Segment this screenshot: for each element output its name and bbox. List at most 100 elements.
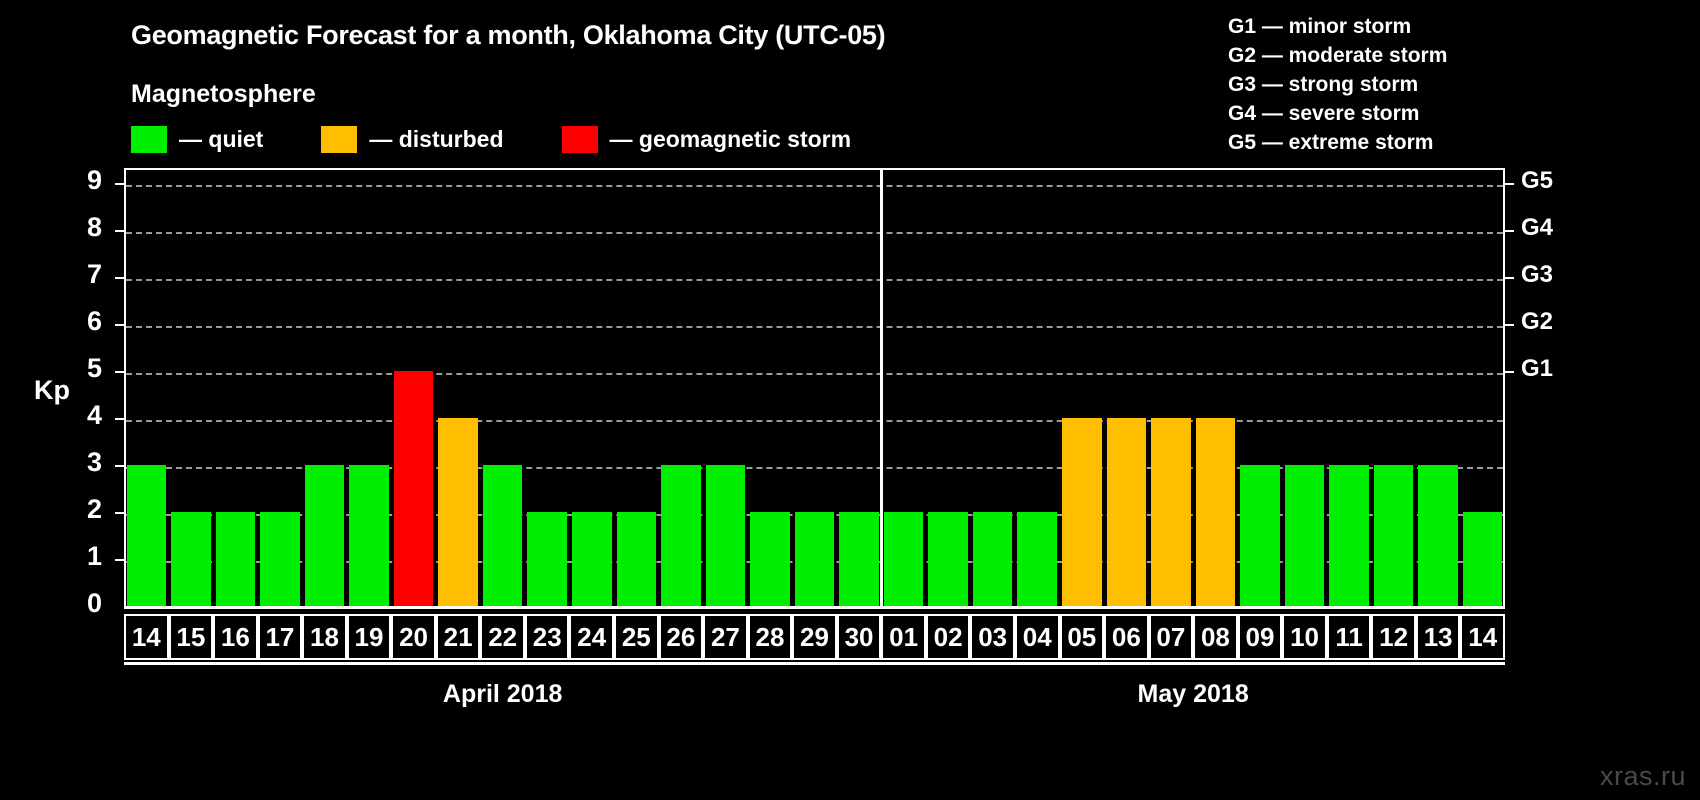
storm-scale-line-5: G5 — extreme storm [1228, 131, 1434, 154]
bar-27-kp-3 [705, 465, 746, 606]
date-label-06: 06 [1104, 614, 1149, 660]
date-label-11: 11 [1326, 614, 1372, 660]
bar-29-kp-2 [794, 512, 835, 606]
g-tick-G5 [1503, 183, 1514, 185]
date-label-20: 20 [391, 614, 436, 660]
date-label-23: 23 [524, 614, 570, 660]
g-label-G5: G5 [1521, 167, 1554, 194]
date-label-04: 04 [1014, 614, 1060, 660]
y-tick-9 [115, 183, 126, 185]
legend: — quiet — disturbed — geomagnetic storm [131, 126, 851, 153]
y-tick-1 [115, 559, 126, 561]
date-label-28: 28 [747, 614, 793, 660]
y-label-4: 4 [86, 400, 102, 430]
month-label-0: April 2018 [442, 680, 563, 708]
gridline-kp-6 [126, 326, 1503, 328]
date-label-18: 18 [302, 614, 347, 660]
date-label-19: 19 [346, 614, 392, 660]
bar-30-kp-2 [839, 512, 879, 606]
bar-11-kp-3 [1329, 465, 1369, 606]
date-label-30: 30 [836, 614, 882, 660]
y-label-6: 6 [86, 306, 102, 336]
storm-scale-line-2: G2 — moderate storm [1228, 44, 1448, 67]
y-label-3: 3 [86, 447, 102, 477]
bar-28-kp-2 [750, 512, 790, 606]
gridline-kp-5 [126, 373, 1503, 375]
g-label-G2: G2 [1521, 308, 1554, 335]
bar-01-kp-2 [883, 512, 924, 606]
date-label-21: 21 [435, 614, 481, 660]
y-label-0: 0 [86, 588, 102, 618]
date-label-12: 12 [1371, 614, 1416, 660]
legend-item-disturbed: — disturbed [321, 126, 504, 153]
g-tick-G2 [1503, 324, 1514, 326]
bar-17-kp-2 [260, 512, 300, 606]
legend-swatch-quiet [131, 126, 167, 153]
legend-label-disturbed: — disturbed [369, 126, 504, 152]
y-tick-4 [115, 418, 126, 420]
bar-05-kp-4 [1062, 418, 1102, 606]
bar-22-kp-3 [482, 465, 523, 606]
month-label-1: May 2018 [1137, 680, 1249, 708]
g-tick-G3 [1503, 277, 1514, 279]
bar-24-kp-2 [571, 512, 612, 606]
g-tick-G4 [1503, 230, 1514, 232]
g-label-G4: G4 [1521, 214, 1554, 241]
bar-14-kp-3 [126, 465, 167, 606]
bar-08-kp-4 [1195, 418, 1236, 606]
y-label-7: 7 [86, 259, 102, 289]
bar-25-kp-2 [616, 512, 657, 606]
gridline-kp-3 [126, 467, 1503, 469]
y-tick-7 [115, 277, 126, 279]
date-label-26: 26 [658, 614, 704, 660]
date-label-15: 15 [168, 614, 214, 660]
date-label-14: 14 [1460, 614, 1505, 660]
watermark: xras.ru [1599, 761, 1686, 791]
date-label-03: 03 [970, 614, 1015, 660]
y-tick-5 [115, 371, 126, 373]
bar-10-kp-3 [1284, 465, 1325, 606]
bar-18-kp-3 [304, 465, 345, 606]
g-label-G3: G3 [1521, 261, 1554, 288]
bar-16-kp-2 [215, 512, 256, 606]
date-label-16: 16 [213, 614, 258, 660]
y-label-5: 5 [86, 353, 102, 383]
date-label-02: 02 [925, 614, 971, 660]
bar-07-kp-4 [1151, 418, 1191, 606]
date-label-29: 29 [792, 614, 837, 660]
gridline-kp-4 [126, 420, 1503, 422]
storm-scale-line-3: G3 — strong storm [1228, 73, 1419, 96]
storm-scale-line-1: G1 — minor storm [1228, 15, 1412, 38]
bar-23-kp-2 [527, 512, 567, 606]
legend-label-quiet: — quiet [179, 126, 264, 152]
magnetosphere-label: Magnetosphere [131, 80, 316, 108]
date-label-13: 13 [1415, 614, 1461, 660]
date-label-01: 01 [881, 614, 926, 660]
legend-item-geomagnetic-storm: — geomagnetic storm [561, 126, 852, 153]
bar-12-kp-3 [1373, 465, 1414, 606]
y-tick-6 [115, 324, 126, 326]
y-tick-2 [115, 512, 126, 514]
y-label-9: 9 [86, 165, 102, 195]
bar-19-kp-3 [349, 465, 389, 606]
legend-label-geomagnetic-storm: — geomagnetic storm [609, 126, 852, 152]
bar-06-kp-4 [1106, 418, 1147, 606]
date-label-24: 24 [569, 614, 615, 660]
date-label-05: 05 [1059, 614, 1105, 660]
date-label-09: 09 [1237, 614, 1283, 660]
bar-02-kp-2 [928, 512, 968, 606]
month-rule-0 [124, 662, 882, 665]
gridline-kp-8 [126, 232, 1503, 234]
y-label-8: 8 [86, 212, 102, 242]
y-axis-title: Kp [34, 375, 70, 405]
bar-13-kp-3 [1418, 465, 1458, 606]
bar-15-kp-2 [171, 512, 211, 606]
legend-swatch-geomagnetic-storm [561, 126, 598, 153]
y-label-2: 2 [86, 494, 102, 524]
bar-14-kp-2 [1462, 512, 1503, 606]
bar-09-kp-3 [1240, 465, 1280, 606]
date-label-22: 22 [480, 614, 525, 660]
bar-26-kp-3 [661, 465, 701, 606]
legend-spacer [504, 139, 562, 140]
